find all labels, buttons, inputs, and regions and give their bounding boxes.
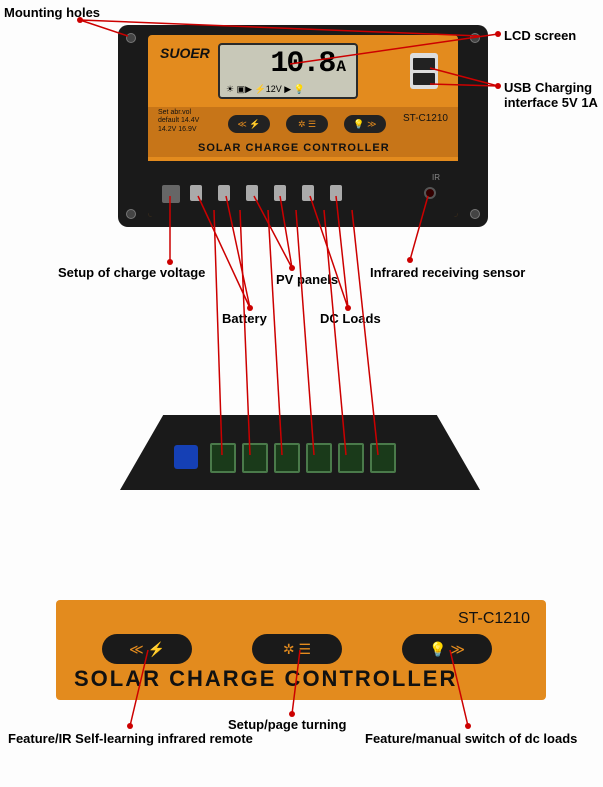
device-side xyxy=(120,415,480,490)
label-feature-ir: Feature/IR Self-learning infrared remote xyxy=(8,731,253,746)
brand-logo: SUOER xyxy=(160,45,210,61)
usb-ports xyxy=(410,53,438,89)
terminal xyxy=(246,185,258,201)
mounting-hole xyxy=(126,33,136,43)
terminal xyxy=(218,185,230,201)
control-panel-closeup: ST-C1210 ≪ ⚡ ✲ ☰ 💡 ≫ SOLAR CHARGE CONTRO… xyxy=(56,600,546,700)
lcd-icons: ☀ ▣▶ ⚡12V ▶ 💡 xyxy=(226,84,305,95)
button-next[interactable]: 💡 ≫ xyxy=(344,115,386,133)
label-dc: DC Loads xyxy=(320,311,381,326)
button-prev[interactable]: ≪ ⚡ xyxy=(102,634,192,664)
model-label: ST-C1210 xyxy=(458,610,530,628)
usb-port xyxy=(413,73,435,85)
side-terminal xyxy=(338,443,364,473)
label-setup-voltage: Setup of charge voltage xyxy=(58,265,205,280)
ir-label: IR xyxy=(432,173,440,182)
button-setup[interactable]: ✲ ☰ xyxy=(252,634,342,664)
label-pv: PV panels xyxy=(276,272,338,287)
label-battery: Battery xyxy=(222,311,267,326)
terminal xyxy=(302,185,314,201)
terminal xyxy=(190,185,202,201)
terminal-panel: IR xyxy=(148,161,458,217)
mounting-hole xyxy=(126,209,136,219)
terminal xyxy=(330,185,342,201)
side-terminal xyxy=(210,443,236,473)
control-panel: Set abr.vol default 14.4V 14.2V 16.9V ST… xyxy=(148,107,458,157)
ir-sensor xyxy=(424,187,436,199)
button-next[interactable]: 💡 ≫ xyxy=(402,634,492,664)
button-prev[interactable]: ≪ ⚡ xyxy=(228,115,270,133)
terminal xyxy=(274,185,286,201)
usb-port xyxy=(413,58,435,70)
mounting-hole xyxy=(470,33,480,43)
label-ir: Infrared receiving sensor xyxy=(370,265,525,280)
label-feature-manual: Feature/manual switch of dc loads xyxy=(365,731,577,746)
device-face: SUOER 10.8A ☀ ▣▶ ⚡12V ▶ 💡 Set abr.vol de… xyxy=(148,35,458,217)
label-usb: USB Charging interface 5V 1A xyxy=(504,80,599,110)
side-terminal xyxy=(370,443,396,473)
side-terminal xyxy=(274,443,300,473)
voltage-switch[interactable] xyxy=(162,185,180,203)
side-switch xyxy=(174,445,198,469)
model-label: ST-C1210 xyxy=(403,113,448,124)
label-setup-page: Setup/page turning xyxy=(228,717,346,732)
label-lcd: LCD screen xyxy=(504,28,576,43)
lcd-unit: A xyxy=(336,58,344,76)
button-setup[interactable]: ✲ ☰ xyxy=(286,115,328,133)
side-terminal xyxy=(242,443,268,473)
product-title: SOLAR CHARGE CONTROLLER xyxy=(74,666,457,692)
side-terminal xyxy=(306,443,332,473)
voltage-info: Set abr.vol default 14.4V 14.2V 16.9V xyxy=(158,109,199,134)
lcd-screen: 10.8A ☀ ▣▶ ⚡12V ▶ 💡 xyxy=(218,43,358,99)
mounting-hole xyxy=(470,209,480,219)
label-mounting: Mounting holes xyxy=(4,5,100,20)
product-title: SOLAR CHARGE CONTROLLER xyxy=(198,142,390,154)
lcd-value: 10.8 xyxy=(270,47,334,81)
device-front: SUOER 10.8A ☀ ▣▶ ⚡12V ▶ 💡 Set abr.vol de… xyxy=(118,25,488,227)
